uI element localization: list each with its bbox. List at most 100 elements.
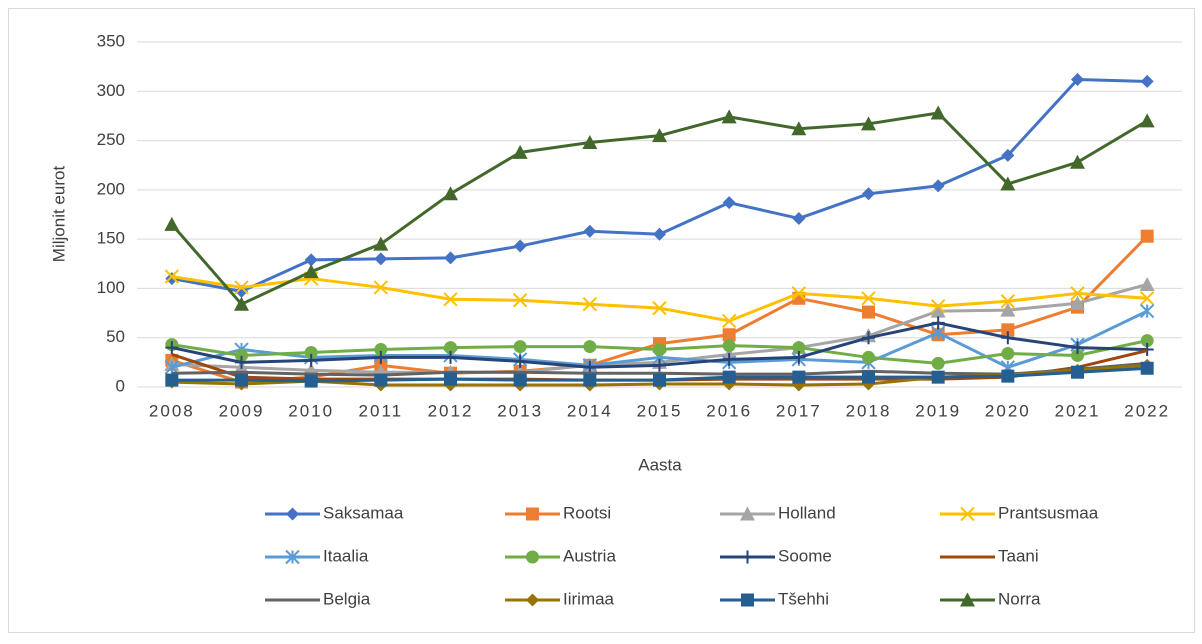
marker	[513, 239, 527, 253]
marker	[1071, 341, 1084, 355]
marker	[374, 343, 388, 357]
marker	[930, 303, 946, 318]
legend-label: Belgia	[323, 589, 371, 608]
legend-label: Holland	[778, 503, 836, 522]
x-tick-label: 2018	[846, 401, 892, 420]
marker	[513, 340, 527, 354]
x-tick-label: 2012	[428, 401, 474, 420]
marker	[165, 373, 179, 387]
legend-marker	[286, 507, 299, 521]
marker	[722, 370, 736, 384]
marker	[1071, 348, 1084, 362]
legend-label: Taani	[998, 546, 1039, 565]
legend-label: Saksamaa	[323, 503, 404, 522]
x-tick-label: 2017	[776, 401, 822, 420]
marker	[792, 211, 806, 225]
series-line	[171, 361, 1148, 377]
marker	[930, 298, 946, 314]
marker	[1071, 365, 1084, 379]
legend-item: Taani	[940, 546, 1039, 565]
marker	[1001, 369, 1015, 383]
marker	[792, 341, 806, 355]
marker	[1139, 113, 1155, 128]
legend-marker	[740, 506, 755, 521]
legend-item: Saksamaa	[265, 503, 404, 522]
marker	[234, 280, 249, 295]
x-tick-label: 2015	[637, 401, 683, 420]
marker	[722, 339, 736, 353]
marker	[513, 373, 527, 387]
marker	[862, 331, 875, 345]
legend-marker	[526, 593, 539, 607]
marker	[583, 340, 597, 354]
legend-item: Belgia	[265, 589, 371, 608]
marker	[443, 186, 458, 201]
marker	[861, 116, 876, 131]
x-axis-title: Aasta	[638, 455, 682, 474]
legend-item: Norra	[940, 589, 1041, 608]
x-tick-label: 2016	[706, 401, 752, 420]
marker	[583, 360, 597, 374]
marker	[1001, 323, 1015, 337]
x-tick-label: 2014	[567, 401, 613, 420]
marker	[722, 352, 736, 366]
marker	[1140, 74, 1154, 88]
legend-item: Austria	[505, 546, 616, 565]
marker	[444, 341, 457, 355]
marker	[653, 358, 666, 372]
marker	[234, 296, 249, 311]
marker	[512, 293, 528, 308]
marker	[862, 350, 875, 364]
marker	[861, 291, 876, 306]
legend-marker	[526, 550, 539, 564]
x-tick-label: 2011	[359, 401, 404, 420]
marker	[1070, 295, 1085, 310]
marker	[303, 264, 319, 279]
marker	[931, 316, 945, 330]
marker	[374, 373, 388, 387]
y-tick-label: 150	[97, 229, 125, 248]
marker	[374, 350, 388, 364]
marker	[513, 354, 527, 368]
legend-label: Prantsusmaa	[998, 503, 1099, 522]
marker	[235, 355, 248, 369]
marker	[582, 296, 598, 312]
legend-marker	[741, 550, 754, 564]
legend-label: Norra	[998, 589, 1041, 608]
marker	[1139, 303, 1155, 319]
marker	[652, 128, 667, 143]
y-tick-label: 300	[97, 81, 125, 100]
legend-label: Soome	[778, 546, 832, 565]
marker	[304, 253, 318, 267]
y-tick-label: 0	[116, 376, 125, 395]
marker	[165, 341, 179, 355]
marker	[653, 343, 666, 357]
marker	[1139, 276, 1155, 291]
marker	[235, 348, 248, 362]
x-tick-label: 2019	[915, 401, 961, 420]
marker	[304, 346, 318, 359]
legend-item: Soome	[720, 546, 832, 565]
marker	[653, 373, 666, 387]
x-tick-label: 2010	[288, 401, 334, 420]
marker	[931, 370, 945, 384]
marker	[721, 109, 737, 124]
marker	[931, 179, 945, 193]
marker	[444, 372, 457, 386]
marker	[444, 350, 457, 364]
marker	[1140, 343, 1154, 357]
legend-label: Austria	[563, 546, 616, 565]
marker	[862, 305, 875, 319]
x-tick-label: 2008	[149, 401, 195, 420]
legend-marker	[960, 592, 975, 607]
marker	[930, 105, 946, 120]
marker	[1140, 361, 1154, 375]
marker	[792, 350, 806, 364]
marker	[512, 144, 528, 159]
marker	[931, 356, 945, 370]
marker	[373, 236, 389, 251]
legend-marker	[741, 593, 754, 607]
y-tick-label: 350	[97, 31, 125, 50]
marker	[1000, 302, 1016, 317]
